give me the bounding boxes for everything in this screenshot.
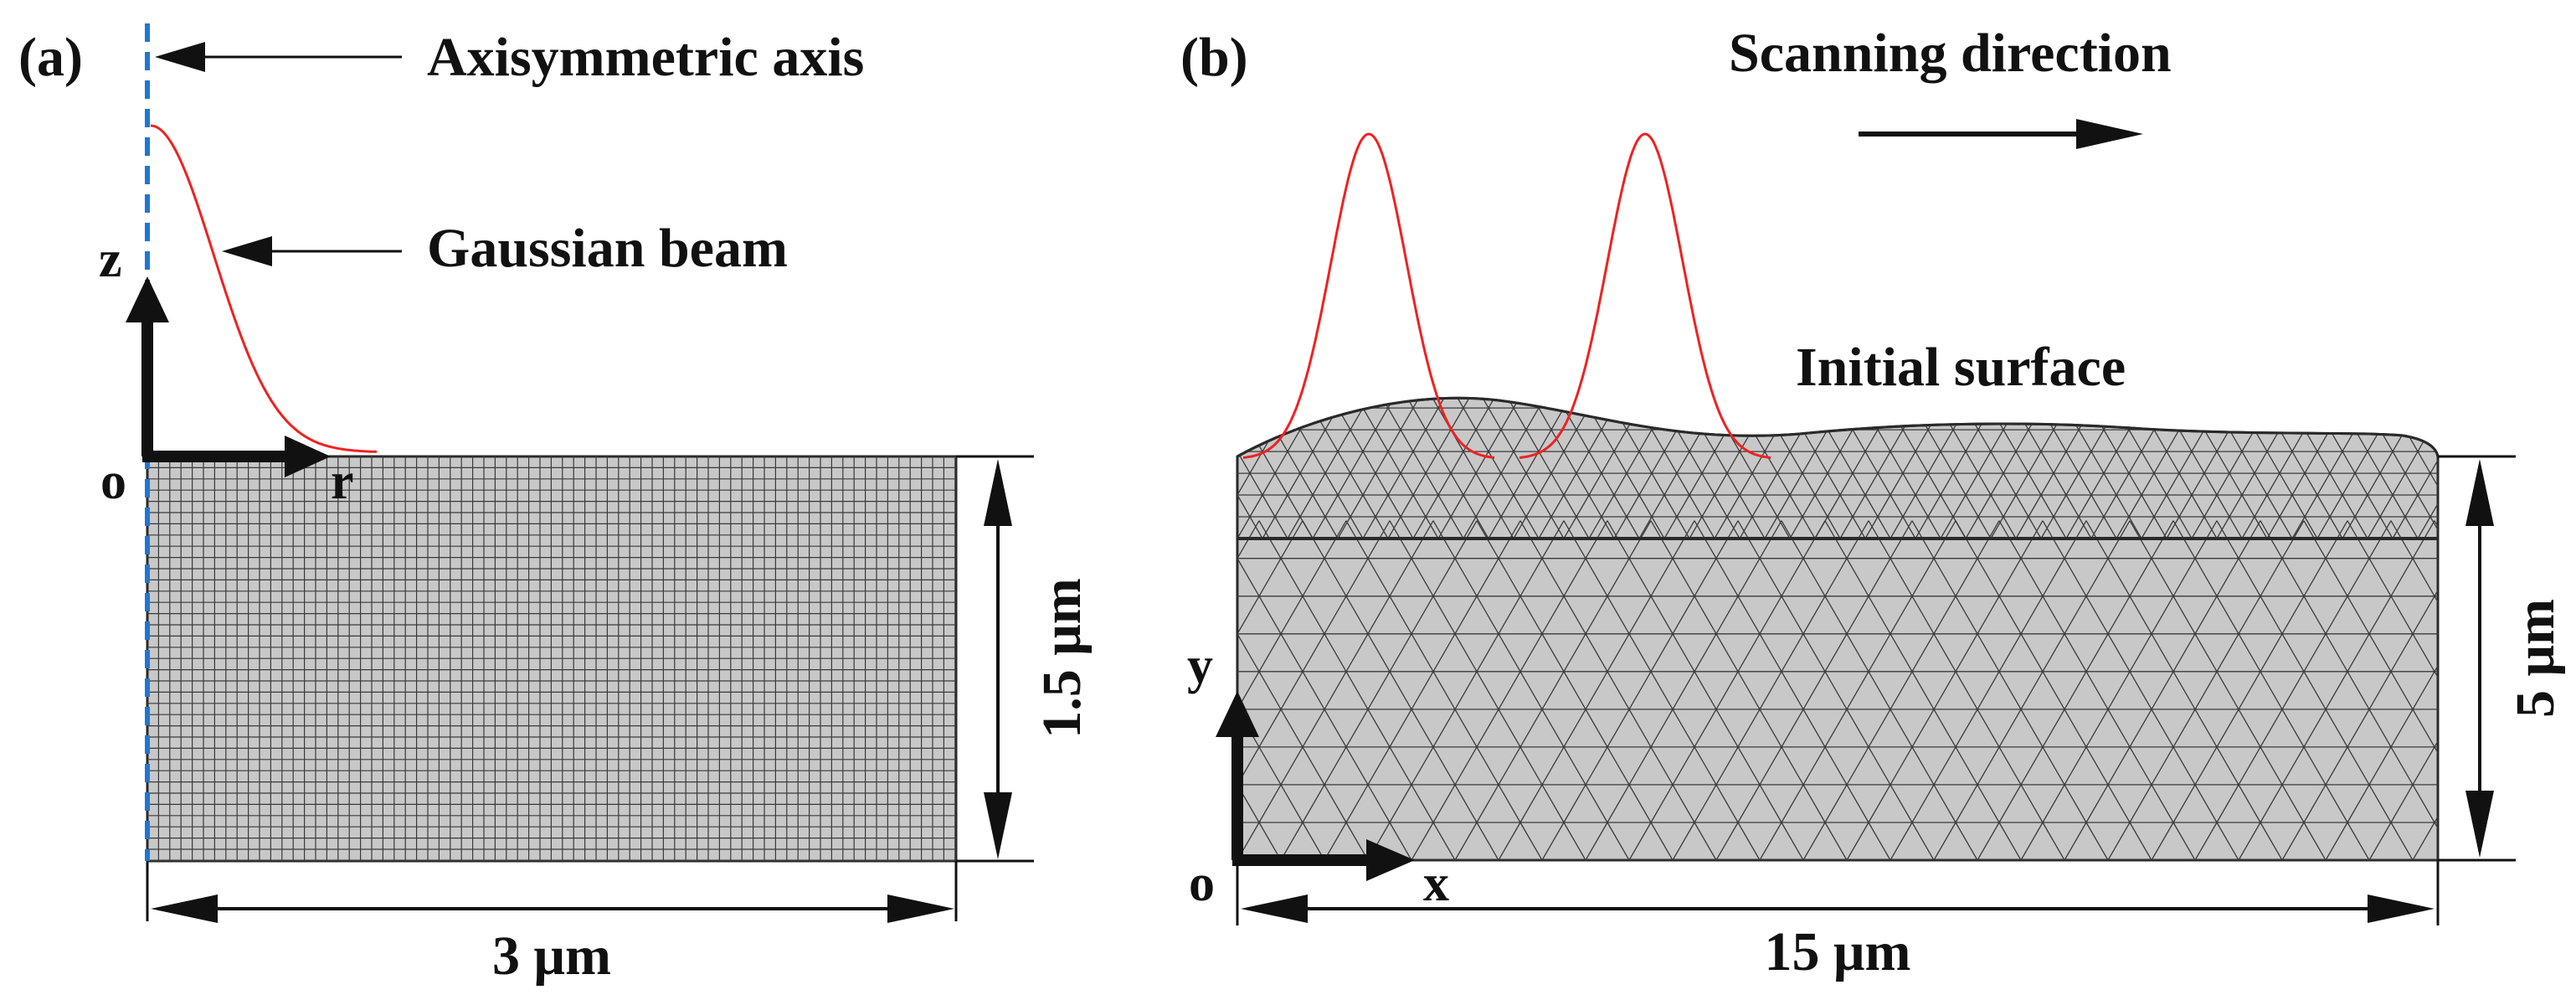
panel-a-width-label: 3 μm: [492, 925, 611, 987]
scanning-direction-arrowhead: [2076, 119, 2143, 149]
gaussian-pointer-arrowhead: [222, 236, 272, 266]
panel-b-width-label: 15 μm: [1765, 921, 1911, 982]
z-axis-arrowhead: [126, 276, 169, 322]
panel-a-height-label: 1.5 μm: [1031, 578, 1093, 738]
a-width-arrow-left: [151, 894, 218, 923]
gaussian-beam-1-curve: [1242, 132, 1495, 459]
initial-surface-label: Initial surface: [1796, 337, 2126, 398]
a-width-arrow-right: [887, 894, 954, 923]
b-height-arrow-top: [2465, 459, 2494, 526]
gaussian-beam-curve: [150, 124, 378, 453]
r-axis-arrowhead: [285, 436, 331, 477]
a-height-arrow-top: [984, 459, 1012, 526]
b-height-arrow-bottom: [2465, 791, 2494, 858]
panel-a-label: (a): [18, 27, 83, 88]
gaussian-beam-label: Gaussian beam: [427, 218, 788, 279]
r-axis-label: r: [331, 453, 354, 510]
panel-b: (b) Scanning direction Initial surface y…: [1180, 23, 2566, 982]
panel-a-mesh: [146, 455, 958, 863]
panel-b-mesh: [1236, 396, 2440, 862]
z-axis-label: z: [99, 231, 122, 288]
b-width-arrow-left: [1241, 894, 1308, 923]
x-axis-label: x: [1423, 855, 1449, 912]
b-width-arrow-right: [2368, 894, 2435, 923]
x-axis-arrowhead: [1366, 839, 1415, 881]
y-axis-arrowhead: [1216, 691, 1259, 737]
a-height-arrow-bottom: [984, 792, 1012, 859]
y-axis-label: y: [1187, 637, 1213, 694]
panel-b-origin-label: o: [1189, 855, 1215, 912]
panel-a-origin-label: o: [100, 453, 126, 510]
axis-pointer-arrowhead: [155, 42, 205, 72]
gaussian-beam-2-curve: [1519, 132, 1771, 459]
panel-a: (a) Axisymmetric axis Gaussian beam z r …: [18, 23, 1093, 987]
scanning-direction-label: Scanning direction: [1729, 23, 2172, 84]
panel-b-label: (b): [1180, 27, 1248, 88]
panel-b-height-label: 5 μm: [2505, 599, 2566, 718]
axisymmetric-axis-label: Axisymmetric axis: [427, 27, 864, 88]
